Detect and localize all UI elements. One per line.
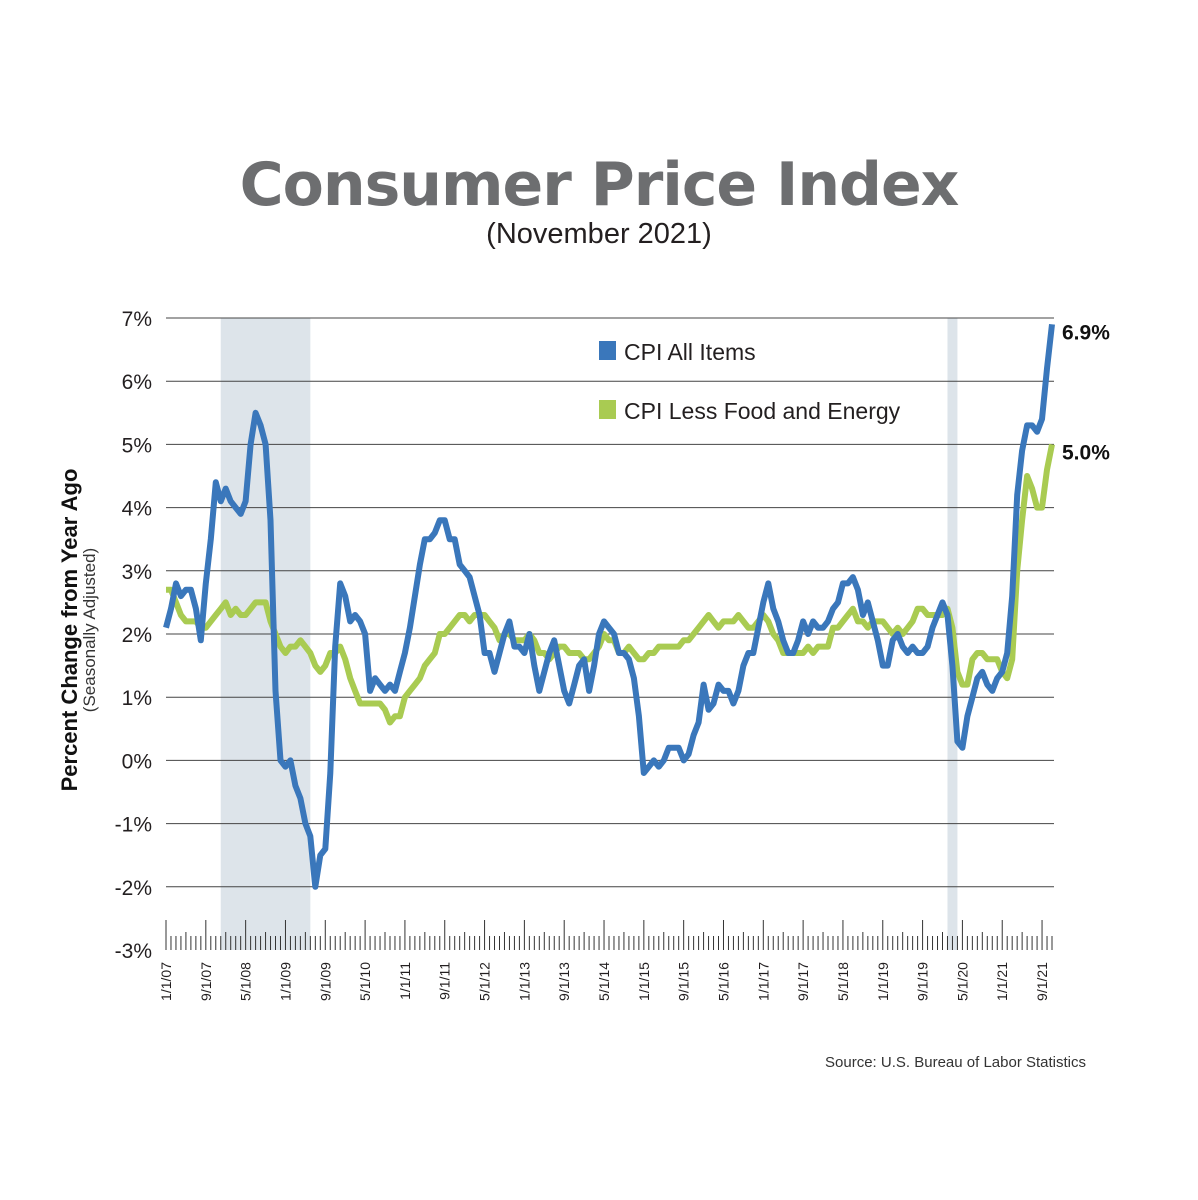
x-axis: 1/1/07 9/1/07 5/1/08 1/1/09 9/1/09 5/1/10 1/1/… — [158, 920, 1053, 1001]
series-line-cpi-less-food-energy — [166, 443, 1055, 726]
x-tick-label: 5/1/18 — [835, 962, 851, 1001]
legend-label: CPI All Items — [624, 339, 756, 365]
y-axis-ticks: 7% 6% 5% 4% 3% 2% 1% 0% -1% -2% -3% — [115, 308, 152, 963]
x-tick-label: 1/1/15 — [636, 962, 652, 1001]
series-line-cpi-all-items — [163, 323, 1055, 890]
x-tick-label: 5/1/10 — [357, 962, 373, 1001]
x-tick-label: 1/1/21 — [994, 962, 1010, 1001]
y-tick-label: 4% — [122, 498, 152, 521]
y-tick-label: -2% — [115, 877, 152, 900]
y-tick-label: 3% — [122, 561, 152, 584]
x-tick-label: 5/1/12 — [477, 962, 493, 1001]
x-tick-label: 9/1/21 — [1034, 962, 1050, 1001]
y-tick-label: 1% — [122, 687, 152, 710]
x-tick-label: 1/1/17 — [755, 962, 771, 1001]
x-tick-label: 9/1/15 — [676, 962, 692, 1001]
y-tick-label: -1% — [115, 814, 152, 837]
x-tick-label: 9/1/19 — [915, 962, 931, 1001]
y-tick-label: 6% — [122, 371, 152, 394]
x-tick-label: 9/1/17 — [795, 962, 811, 1001]
legend-label: CPI Less Food and Energy — [624, 398, 901, 424]
end-labels: 6.9% 5.0% — [1062, 321, 1110, 464]
x-tick-label: 1/1/13 — [516, 962, 532, 1001]
x-tick-label: 1/1/19 — [875, 962, 891, 1001]
y-tick-label: 7% — [122, 308, 152, 331]
legend: CPI All Items CPI Less Food and Energy — [599, 339, 901, 424]
x-tick-label: 5/1/14 — [596, 962, 612, 1001]
y-tick-label: -3% — [115, 940, 152, 963]
y-tick-label: 0% — [122, 750, 152, 773]
chart-subtitle: (November 2021) — [486, 218, 712, 250]
y-tick-label: 2% — [122, 624, 152, 647]
x-tick-label: 1/1/09 — [277, 962, 293, 1001]
x-tick-label: 9/1/07 — [198, 962, 214, 1001]
x-tick-label: 1/1/11 — [397, 962, 413, 1000]
x-tick-label: 9/1/09 — [317, 962, 333, 1001]
source-note: Source: U.S. Bureau of Labor Statistics — [825, 1054, 1086, 1071]
x-tick-label: 1/1/07 — [158, 962, 174, 1001]
series-lines — [163, 323, 1055, 890]
end-value-label: 6.9% — [1062, 321, 1110, 344]
end-value-label: 5.0% — [1062, 441, 1110, 464]
y-tick-label: 5% — [122, 434, 152, 457]
x-tick-label: 9/1/11 — [437, 962, 453, 1000]
x-tick-label: 5/1/20 — [954, 962, 970, 1001]
x-tick-label: 9/1/13 — [556, 962, 572, 1001]
legend-swatch — [599, 341, 616, 360]
x-tick-label: 5/1/16 — [715, 962, 731, 1001]
x-tick-label: 5/1/08 — [238, 962, 254, 1001]
legend-swatch — [599, 400, 616, 419]
chart-title: Consumer Price Index — [239, 150, 960, 220]
